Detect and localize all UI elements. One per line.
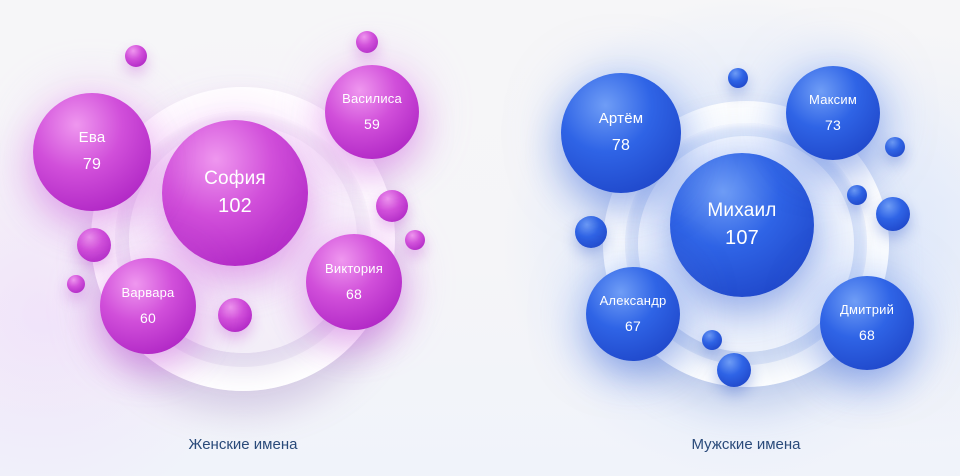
decor-bubble bbox=[218, 298, 252, 332]
bubble-Максим[interactable]: Максим 73 bbox=[786, 66, 880, 160]
bubble-value-label: 59 bbox=[364, 115, 380, 132]
decor-bubble bbox=[717, 353, 751, 387]
decor-bubble bbox=[77, 228, 111, 262]
bubble-value-label: 67 bbox=[625, 317, 641, 334]
bubble-value-label: 60 bbox=[140, 309, 156, 326]
bubble-Александр[interactable]: Александр 67 bbox=[586, 267, 680, 361]
decor-bubble bbox=[575, 216, 607, 248]
decor-bubble bbox=[356, 31, 378, 53]
bubble-София[interactable]: София 102 bbox=[162, 120, 308, 266]
bubble-name-label: Артём bbox=[598, 109, 644, 127]
bubble-name-label: Александр bbox=[599, 292, 667, 308]
bubble-Михаил[interactable]: Михаил 107 bbox=[670, 153, 814, 297]
bubble-value-label: 73 bbox=[825, 116, 841, 133]
bubble-Варвара[interactable]: Варвара 60 bbox=[100, 258, 196, 354]
decor-bubble bbox=[702, 330, 722, 350]
decor-bubble bbox=[67, 275, 85, 293]
female-bubble-layer: София 102 Ева 79 Виктория 68 Варвара 60 Василиса… bbox=[33, 31, 425, 354]
bubble-name-label: Виктория bbox=[325, 260, 383, 276]
male-bubble-layer: Михаил 107 Артём 78 Максим 73 Дмитрий 68 Алексан… bbox=[480, 0, 960, 476]
bubble-Дмитрий[interactable]: Дмитрий 68 bbox=[820, 276, 914, 370]
decor-bubble bbox=[376, 190, 408, 222]
bubble-value-label: 68 bbox=[859, 326, 875, 343]
bubble-value-label: 78 bbox=[611, 137, 631, 155]
decor-bubble bbox=[405, 230, 425, 250]
female-names-chart: София 102 Ева 79 Виктория 68 Варвара 60 Василиса… bbox=[0, 0, 480, 476]
bubble-value-label: 107 bbox=[725, 227, 759, 250]
bubble-Артём[interactable]: Артём 78 bbox=[561, 73, 681, 193]
female-chart-caption: Женские имена bbox=[188, 436, 298, 453]
decor-bubble bbox=[876, 197, 910, 231]
decor-bubble bbox=[125, 45, 147, 67]
male-chart-caption: Мужские имена bbox=[691, 436, 801, 453]
bubble-Виктория[interactable]: Виктория 68 bbox=[306, 234, 402, 330]
bubble-name-label: Максим bbox=[809, 91, 857, 107]
decor-bubble bbox=[728, 68, 748, 88]
decor-bubble bbox=[885, 137, 905, 157]
bubble-value-label: 68 bbox=[346, 285, 362, 302]
bubble-name-label: Василиса bbox=[342, 90, 402, 106]
bubble-value-label: 79 bbox=[82, 156, 102, 174]
male-names-chart: Михаил 107 Артём 78 Максим 73 Дмитрий 68 Алексан… bbox=[480, 0, 960, 476]
bubble-name-label: Михаил bbox=[707, 199, 777, 221]
bubble-name-label: Ева bbox=[78, 128, 106, 146]
bubble-Василиса[interactable]: Василиса 59 bbox=[325, 65, 419, 159]
bubble-Ева[interactable]: Ева 79 bbox=[33, 93, 151, 211]
bubble-name-label: София bbox=[204, 167, 266, 189]
bubble-name-label: Варвара bbox=[121, 284, 175, 300]
bubble-value-label: 102 bbox=[218, 195, 252, 218]
bubble-name-label: Дмитрий bbox=[839, 301, 895, 317]
decor-bubble bbox=[847, 185, 867, 205]
